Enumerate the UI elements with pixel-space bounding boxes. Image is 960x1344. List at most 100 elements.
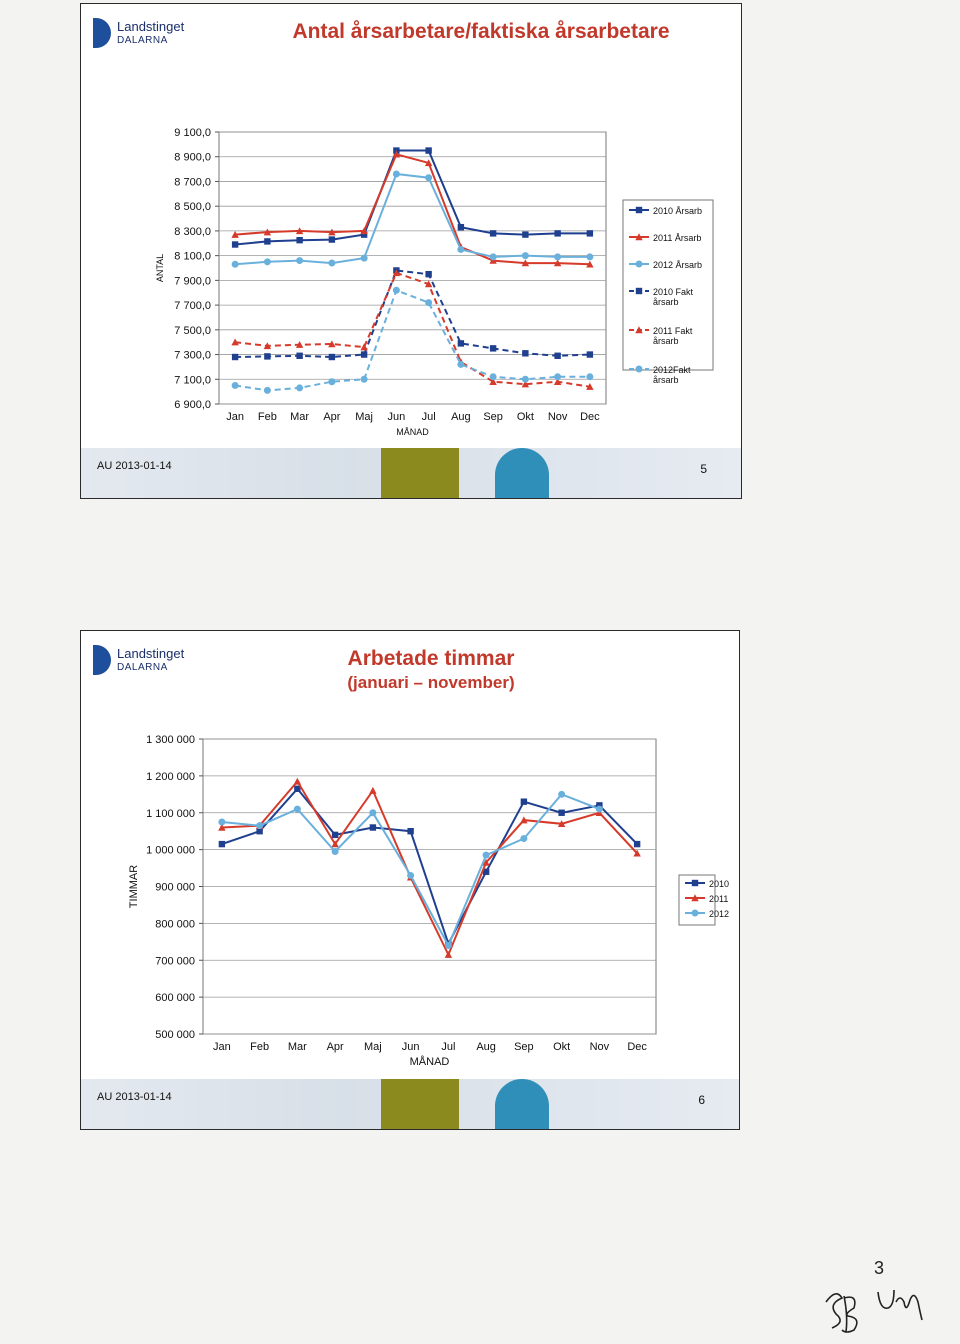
- x-tick-label: Okt: [517, 411, 534, 423]
- chart-arbetade-timmar: 500 000 600 000 700 000 800 000 900 000 1 000…: [128, 734, 729, 1068]
- data-point-series-1: [295, 227, 304, 235]
- data-point-series-0: [457, 224, 465, 231]
- slide-arbetade-timmar: Landstinget DALARNA Arbetade timmar (jan…: [80, 630, 740, 1130]
- data-point-series-0: [489, 230, 497, 237]
- logo-mark-icon: [93, 18, 111, 48]
- data-point-series-4: [521, 380, 530, 388]
- footer-band-blue: [495, 448, 549, 498]
- y-tick-label: 1 300 000: [146, 734, 195, 746]
- x-tick-label: Aug: [476, 1041, 496, 1053]
- data-point-series-2: [256, 822, 264, 830]
- x-tick-label: Apr: [323, 411, 340, 423]
- x-tick-label: Apr: [327, 1041, 344, 1053]
- data-point-series-0: [633, 840, 641, 848]
- data-point-series-0: [522, 231, 529, 238]
- data-point-series-0: [482, 868, 490, 875]
- x-tick-label: Feb: [258, 411, 277, 423]
- series-line-0: [221, 787, 638, 947]
- slide-footer: AU 2013-01-14 5: [81, 448, 741, 498]
- data-point-series-2: [231, 260, 239, 268]
- data-point-series-2: [444, 942, 452, 949]
- data-point-series-3: [360, 351, 368, 358]
- data-point-series-5: [521, 375, 529, 383]
- footer-band-olive: [381, 1079, 459, 1129]
- data-point-series-2: [392, 170, 400, 178]
- legend-swatch-marker: [635, 287, 643, 295]
- x-tick-label: Jul: [441, 1041, 455, 1053]
- data-point-series-3: [328, 353, 336, 361]
- data-point-series-1: [293, 777, 302, 785]
- data-point-series-1: [392, 150, 401, 158]
- data-point-series-5: [328, 378, 336, 386]
- data-point-series-4: [328, 340, 336, 348]
- data-point-series-0: [296, 236, 303, 244]
- landstinget-logo: Landstinget DALARNA: [93, 645, 213, 685]
- x-tick-label: Aug: [451, 411, 471, 423]
- data-point-series-5: [425, 299, 433, 307]
- y-tick-label: 500 000: [155, 1029, 195, 1041]
- legend-entry-2: 2012 Årsarb: [653, 260, 702, 270]
- data-point-series-2: [521, 252, 529, 260]
- footer-band-olive: [381, 448, 459, 498]
- data-point-series-0: [586, 230, 594, 237]
- legend-entry-1: 2011: [709, 894, 728, 904]
- data-point-series-0: [256, 827, 263, 835]
- data-point-series-1: [586, 260, 594, 268]
- x-tick-label: Mar: [290, 411, 309, 423]
- legend-entry-2: 2012: [709, 909, 729, 919]
- x-tick-label: Sep: [514, 1041, 534, 1053]
- x-tick-label: Jan: [213, 1041, 231, 1053]
- landstinget-logo: Landstinget DALARNA: [93, 18, 213, 58]
- page-number: 6: [698, 1093, 705, 1107]
- data-point-series-5: [554, 373, 562, 381]
- data-point-series-0: [231, 241, 239, 248]
- data-point-series-3: [425, 270, 432, 278]
- data-point-series-4: [295, 340, 304, 348]
- data-point-series-2: [263, 258, 271, 266]
- x-tick-label: Dec: [580, 411, 600, 423]
- legend-entry-0: 2010 Årsarb: [653, 206, 702, 216]
- series-line-2: [221, 793, 600, 948]
- slide-antal-arsarbetare: Landstinget DALARNA Antal årsarbetare/fa…: [80, 3, 742, 499]
- y-tick-label: 1 200 000: [146, 771, 195, 783]
- legend-swatch-marker: [635, 365, 643, 373]
- data-point-series-3: [264, 353, 271, 360]
- series-line-0: [235, 149, 590, 246]
- data-point-series-2: [425, 174, 433, 182]
- data-point-series-1: [331, 840, 339, 848]
- footer-date: AU 2013-01-14: [97, 460, 172, 472]
- legend-swatch-marker: [635, 206, 643, 214]
- x-tick-label: Jun: [388, 411, 406, 423]
- legend-swatch-marker: [635, 233, 643, 241]
- data-point-series-2: [331, 847, 339, 855]
- data-point-series-0: [425, 147, 432, 154]
- data-point-series-2: [293, 805, 301, 813]
- data-point-series-5: [457, 360, 465, 368]
- x-tick-label: Nov: [590, 1041, 610, 1053]
- data-point-series-5: [489, 373, 497, 381]
- y-tick-label: 800 000: [155, 918, 195, 930]
- y-tick-label: 900 000: [155, 882, 195, 894]
- y-tick-label: 7 500,0: [174, 325, 211, 337]
- data-point-series-2: [595, 805, 603, 813]
- data-point-series-2: [558, 790, 566, 798]
- x-tick-label: Nov: [548, 411, 568, 423]
- data-point-series-5: [586, 373, 594, 381]
- data-point-series-4: [553, 378, 562, 385]
- data-point-series-1: [633, 849, 641, 857]
- data-point-series-3: [554, 352, 561, 359]
- data-point-series-3: [489, 345, 497, 352]
- data-point-series-1: [553, 259, 562, 267]
- legend-entry-4: 2011 Fakt: [653, 326, 693, 336]
- chart-arsarbetare: 6 900,0 7 100,0 7 300,0 7 500,0 7 700,0 7 900…: [155, 127, 714, 437]
- data-point-series-3: [296, 352, 303, 359]
- slide-title: Antal årsarbetare/faktiska årsarbetare: [292, 20, 670, 43]
- y-tick-label: 8 900,0: [174, 152, 211, 164]
- y-tick-label: 600 000: [155, 992, 195, 1004]
- data-point-series-5: [263, 386, 271, 394]
- y-tick-label: 7 700,0: [174, 300, 211, 312]
- series-line-2: [235, 172, 590, 266]
- data-point-series-4: [263, 342, 272, 350]
- data-point-series-5: [360, 375, 368, 383]
- data-point-series-0: [520, 798, 528, 805]
